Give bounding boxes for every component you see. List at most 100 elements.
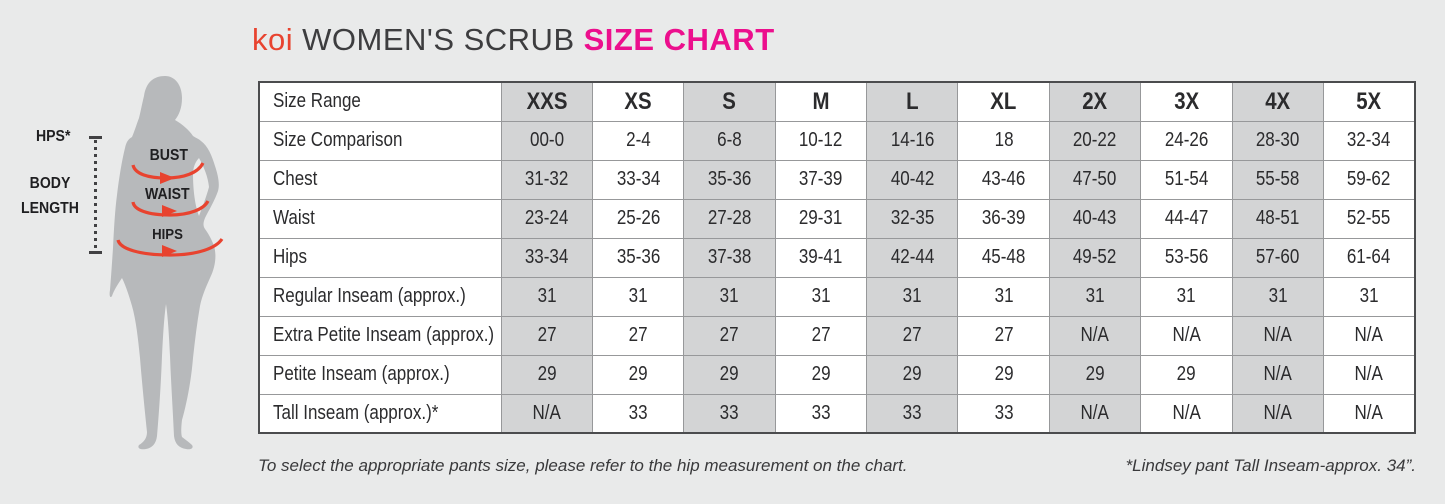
column-header-s: S bbox=[683, 81, 776, 122]
value-cell: 27 bbox=[774, 315, 868, 356]
value-cell: 31 bbox=[1048, 276, 1142, 317]
value-cell: 27 bbox=[591, 315, 685, 356]
column-header-4x: 4X bbox=[1231, 81, 1325, 122]
bust-label: BUST bbox=[149, 147, 188, 164]
value-cell: 18 bbox=[957, 120, 1050, 161]
bust-arrow bbox=[131, 162, 205, 184]
footnote-pants-size: To select the appropriate pants size, pl… bbox=[258, 456, 908, 475]
value-cell: 31 bbox=[683, 276, 776, 317]
value-cell: 29 bbox=[1140, 354, 1233, 395]
value-cell: 28-30 bbox=[1231, 120, 1325, 161]
value-cell: 33-34 bbox=[591, 159, 685, 200]
value-cell: 27-28 bbox=[683, 198, 776, 239]
value-cell: 61-64 bbox=[1323, 237, 1416, 278]
body-length-label: BODY LENGTH bbox=[20, 172, 80, 222]
value-cell: 25-26 bbox=[591, 198, 685, 239]
value-cell: 24-26 bbox=[1140, 120, 1233, 161]
row-label: Extra Petite Inseam (approx.) bbox=[258, 315, 502, 356]
title-main: WOMEN'S SCRUB bbox=[302, 22, 575, 57]
value-cell: 27 bbox=[500, 315, 593, 356]
body-length-dotted-line bbox=[94, 140, 97, 250]
title-accent: SIZE CHART bbox=[583, 22, 775, 57]
value-cell: N/A bbox=[1048, 315, 1142, 356]
value-cell: 23-24 bbox=[500, 198, 593, 239]
value-cell: 31 bbox=[1231, 276, 1325, 317]
column-header-xl: XL bbox=[957, 81, 1050, 122]
value-cell: N/A bbox=[1323, 354, 1416, 395]
value-cell: 29 bbox=[957, 354, 1050, 395]
value-cell: 40-42 bbox=[866, 159, 959, 200]
value-cell: 44-47 bbox=[1140, 198, 1233, 239]
value-cell: 29 bbox=[774, 354, 868, 395]
value-cell: 31 bbox=[957, 276, 1050, 317]
value-cell: 40-43 bbox=[1048, 198, 1142, 239]
value-cell: N/A bbox=[1231, 393, 1325, 434]
value-cell: 55-58 bbox=[1231, 159, 1325, 200]
value-cell: 31 bbox=[866, 276, 959, 317]
value-cell: 31 bbox=[774, 276, 868, 317]
column-header-xxs: XXS bbox=[500, 81, 593, 122]
value-cell: 33 bbox=[866, 393, 959, 434]
waist-label: WAIST bbox=[145, 186, 190, 203]
value-cell: 33 bbox=[774, 393, 868, 434]
table-row: Extra Petite Inseam (approx.) 27 27 27 27 27 2… bbox=[258, 315, 1416, 356]
value-cell: 31 bbox=[591, 276, 685, 317]
value-cell: 27 bbox=[957, 315, 1050, 356]
column-header-m: M bbox=[774, 81, 868, 122]
value-cell: 33-34 bbox=[500, 237, 593, 278]
value-cell: N/A bbox=[1231, 315, 1325, 356]
value-cell: 00-0 bbox=[500, 120, 593, 161]
value-cell: 51-54 bbox=[1140, 159, 1233, 200]
value-cell: N/A bbox=[1048, 393, 1142, 434]
body-length-bottom-tick bbox=[89, 251, 102, 254]
value-cell: 2-4 bbox=[591, 120, 685, 161]
table-row: Waist 23-24 25-26 27-28 29-31 32-35 36-39 40-43… bbox=[258, 198, 1416, 239]
value-cell: 45-48 bbox=[957, 237, 1050, 278]
value-cell: 27 bbox=[866, 315, 959, 356]
value-cell: 31-32 bbox=[500, 159, 593, 200]
column-header-l: L bbox=[866, 81, 959, 122]
row-label: Petite Inseam (approx.) bbox=[258, 354, 502, 395]
value-cell: 32-34 bbox=[1323, 120, 1416, 161]
brand-logo-text: koi bbox=[252, 22, 294, 57]
row-label: Waist bbox=[258, 198, 502, 239]
value-cell: 31 bbox=[1323, 276, 1416, 317]
value-cell: 53-56 bbox=[1140, 237, 1233, 278]
corner-header: Size Range bbox=[258, 81, 502, 122]
body-length-line1: BODY bbox=[29, 175, 71, 192]
value-cell: 42-44 bbox=[866, 237, 959, 278]
value-cell: 49-52 bbox=[1048, 237, 1142, 278]
row-label: Regular Inseam (approx.) bbox=[258, 276, 502, 317]
woman-silhouette-graphic bbox=[109, 76, 219, 450]
value-cell: 20-22 bbox=[1048, 120, 1142, 161]
value-cell: 32-35 bbox=[866, 198, 959, 239]
row-label: Chest bbox=[258, 159, 502, 200]
column-header-2x: 2X bbox=[1048, 81, 1142, 122]
waist-arrow bbox=[131, 200, 210, 217]
value-cell: 29 bbox=[500, 354, 593, 395]
value-cell: 37-38 bbox=[683, 237, 776, 278]
table-row: Chest 31-32 33-34 35-36 37-39 40-42 43-46 47-50… bbox=[258, 159, 1416, 200]
body-length-line2: LENGTH bbox=[21, 199, 79, 217]
hips-label: HIPS bbox=[152, 226, 183, 243]
value-cell: 33 bbox=[683, 393, 776, 434]
column-header-xs: XS bbox=[591, 81, 685, 122]
value-cell: 29-31 bbox=[774, 198, 868, 239]
value-cell: N/A bbox=[500, 393, 593, 434]
value-cell: N/A bbox=[1231, 354, 1325, 395]
header-row: Size Range XXS XS S M L XL 2X 3X 4X 5X bbox=[258, 81, 1416, 122]
value-cell: 29 bbox=[683, 354, 776, 395]
value-cell: N/A bbox=[1140, 315, 1233, 356]
hps-label: HPS* bbox=[36, 128, 71, 145]
value-cell: 48-51 bbox=[1231, 198, 1325, 239]
value-cell: 27 bbox=[683, 315, 776, 356]
table-row: Hips 33-34 35-36 37-38 39-41 42-44 45-48 49-52 5… bbox=[258, 237, 1416, 278]
value-cell: 52-55 bbox=[1323, 198, 1416, 239]
value-cell: 47-50 bbox=[1048, 159, 1142, 200]
table-row: Regular Inseam (approx.) 31 31 31 31 31 31 31 31… bbox=[258, 276, 1416, 317]
row-label: Tall Inseam (approx.)* bbox=[258, 393, 502, 434]
value-cell: 39-41 bbox=[774, 237, 868, 278]
table-row: Petite Inseam (approx.) 29 29 29 29 29 29 29 29 N… bbox=[258, 354, 1416, 395]
value-cell: 29 bbox=[1048, 354, 1142, 395]
value-cell: 10-12 bbox=[774, 120, 868, 161]
